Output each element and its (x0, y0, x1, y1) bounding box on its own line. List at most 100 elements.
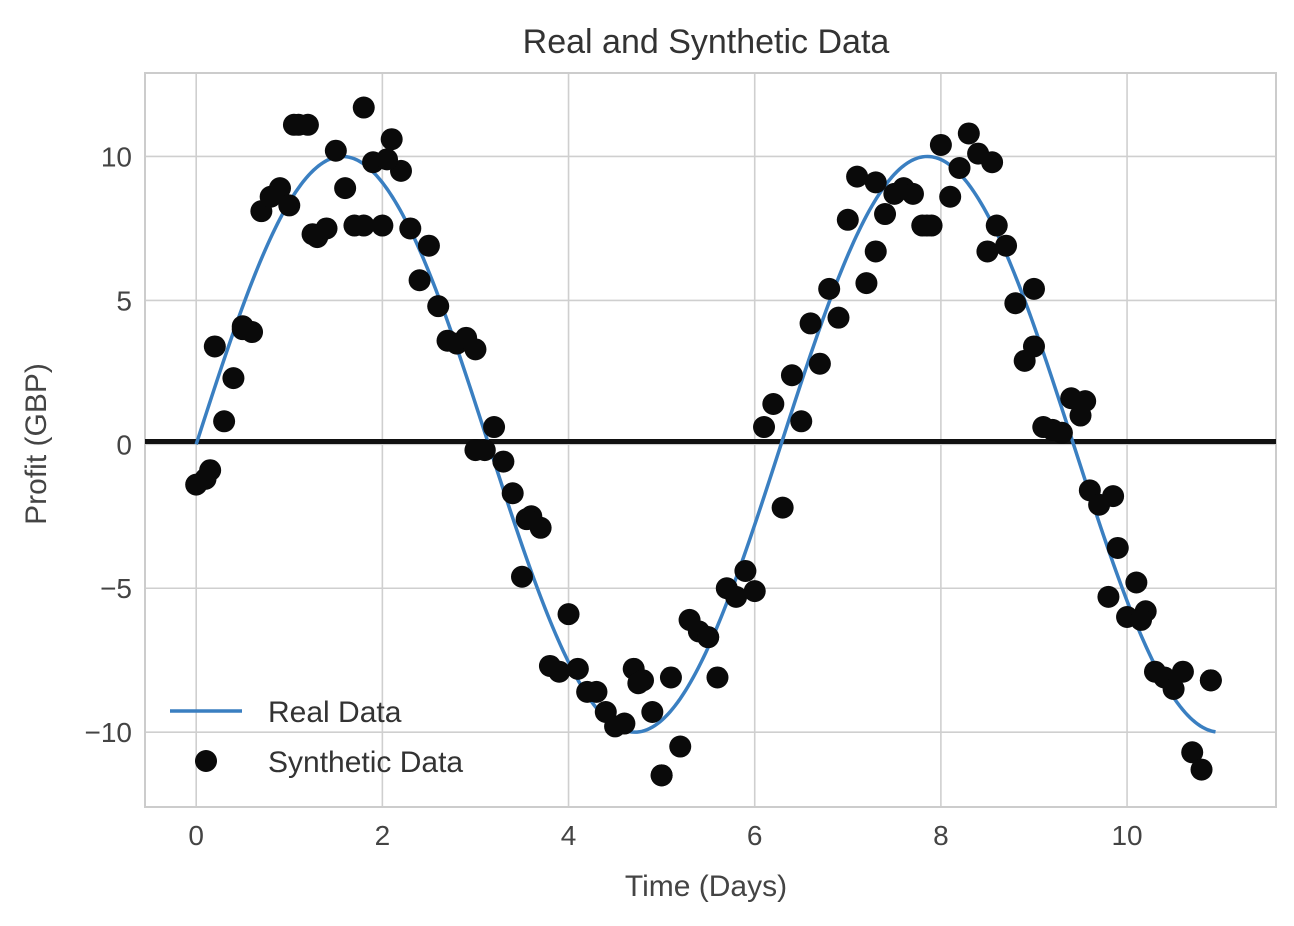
y-tick-label: 10 (101, 141, 132, 172)
synthetic-data-point (799, 312, 822, 335)
synthetic-data-point (511, 565, 533, 588)
synthetic-data-point (222, 367, 245, 390)
x-tick-label: 0 (188, 820, 204, 851)
y-tick-label: 0 (116, 429, 132, 460)
synthetic-data-point (1106, 536, 1129, 559)
synthetic-data-point (231, 318, 254, 341)
legend-synthetic-data-label: Synthetic Data (268, 746, 463, 779)
chart-title: Real and Synthetic Data (523, 23, 890, 61)
synthetic-data-point (376, 148, 399, 171)
synthetic-data-point (464, 439, 487, 462)
synthetic-data-point (1199, 669, 1222, 692)
legend-real-data-label: Real Data (268, 696, 402, 729)
synthetic-data-points (185, 96, 1222, 787)
synthetic-data-point (417, 234, 440, 257)
synthetic-data-point (408, 269, 431, 292)
x-tick-label: 4 (561, 820, 577, 851)
x-tick-label: 8 (933, 820, 949, 851)
synthetic-data-point (278, 194, 301, 217)
synthetic-data-point (846, 165, 869, 188)
synthetic-data-point (1022, 335, 1045, 358)
synthetic-data-point (566, 657, 589, 680)
synthetic-data-point (1050, 421, 1073, 444)
synthetic-data-point (399, 217, 422, 240)
x-tick-label: 10 (1111, 820, 1142, 851)
synthetic-data-point (324, 139, 347, 162)
synthetic-data-point (753, 416, 776, 439)
synthetic-data-point (213, 410, 236, 433)
synthetic-data-point (762, 393, 785, 416)
synthetic-data-point (557, 603, 580, 626)
x-tick-label: 2 (375, 820, 391, 851)
synthetic-data-point (268, 177, 291, 200)
synthetic-data-point (855, 272, 878, 295)
synthetic-data-point (985, 214, 1008, 237)
synthetic-data-point (301, 223, 324, 246)
synthetic-data-point (1125, 571, 1148, 594)
synthetic-data-point (1181, 741, 1204, 764)
y-tick-label: −5 (100, 573, 132, 604)
synthetic-data-point (743, 580, 766, 603)
synthetic-data-point (501, 482, 524, 505)
synthetic-data-point (734, 559, 757, 582)
synthetic-data-point (1004, 292, 1027, 315)
synthetic-data-point (659, 666, 682, 689)
synthetic-data-point (1022, 277, 1045, 300)
synthetic-data-point (827, 306, 850, 329)
synthetic-data-point (199, 459, 222, 482)
synthetic-data-point (613, 712, 636, 735)
synthetic-data-point (548, 660, 571, 683)
x-axis-ticks: 0 2 4 6 8 10 (188, 820, 1142, 851)
synthetic-data-point (627, 672, 650, 695)
x-axis-label: Time (Days) (625, 870, 787, 903)
synthetic-data-point (380, 128, 403, 151)
synthetic-data-point (808, 352, 831, 375)
synthetic-data-point (203, 335, 226, 358)
synthetic-data-point (1102, 485, 1125, 508)
synthetic-data-point (1162, 677, 1185, 700)
synthetic-data-point (771, 496, 794, 519)
synthetic-data-point (371, 214, 394, 237)
legend-synthetic-data-swatch (195, 750, 217, 772)
synthetic-data-point (874, 203, 897, 226)
synthetic-data-point (1130, 608, 1153, 631)
synthetic-data-point (483, 416, 506, 439)
synthetic-data-point (464, 338, 487, 361)
x-tick-label: 6 (747, 820, 763, 851)
synthetic-data-point (780, 364, 803, 387)
synthetic-data-point (981, 151, 1004, 174)
synthetic-data-point (790, 410, 813, 433)
synthetic-data-point (957, 122, 980, 145)
synthetic-data-point (1097, 585, 1120, 608)
synthetic-data-point (929, 133, 952, 156)
synthetic-data-point (948, 156, 971, 179)
synthetic-data-point (901, 182, 924, 205)
synthetic-data-point (976, 240, 999, 263)
synthetic-data-point (650, 764, 673, 787)
y-axis-ticks: 10 5 0 −5 −10 (85, 141, 133, 748)
synthetic-data-point (706, 666, 729, 689)
y-axis-label: Profit (GBP) (20, 363, 53, 525)
synthetic-data-point (427, 295, 450, 318)
synthetic-data-point (818, 277, 841, 300)
synthetic-data-point (282, 113, 305, 136)
synthetic-data-point (585, 680, 608, 703)
synthetic-data-point (995, 234, 1018, 257)
synthetic-data-point (864, 240, 887, 263)
synthetic-data-point (492, 450, 515, 473)
synthetic-data-point (641, 701, 664, 724)
synthetic-data-point (1171, 660, 1194, 683)
synthetic-data-point (352, 96, 375, 119)
synthetic-data-point (697, 626, 720, 649)
synthetic-data-point (864, 171, 887, 194)
synthetic-data-point (836, 208, 859, 231)
legend: Real Data Synthetic Data (170, 696, 463, 779)
synthetic-data-point (915, 214, 938, 237)
synthetic-data-point (939, 185, 962, 208)
y-tick-label: 5 (116, 285, 132, 316)
synthetic-data-point (725, 585, 748, 608)
synthetic-data-point (515, 508, 538, 531)
synthetic-data-point (1074, 390, 1097, 413)
synthetic-data-point (669, 735, 692, 758)
